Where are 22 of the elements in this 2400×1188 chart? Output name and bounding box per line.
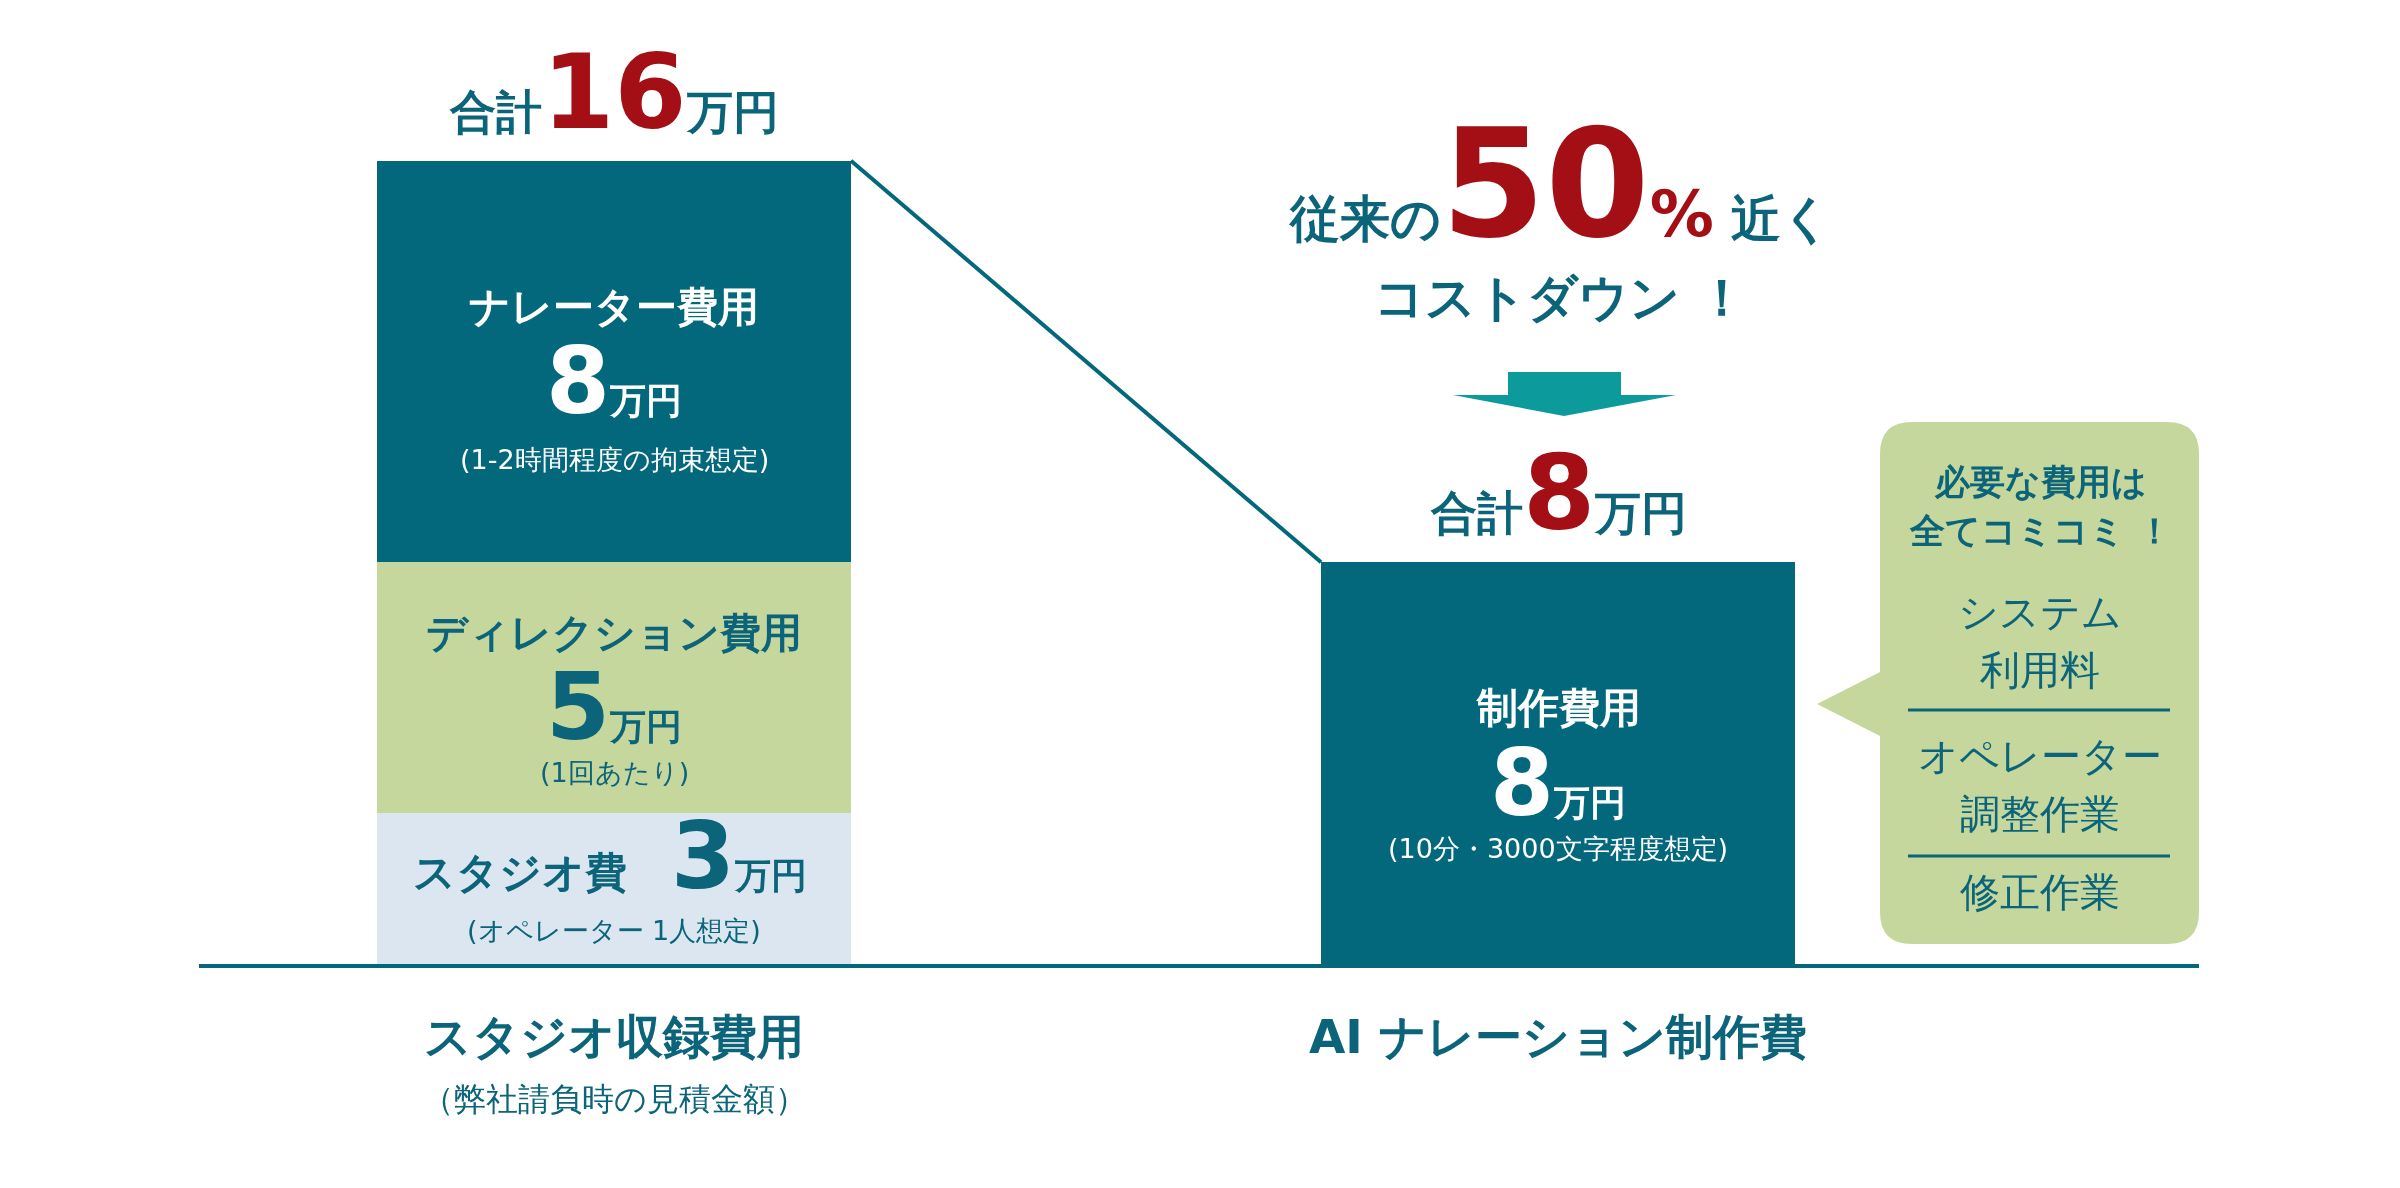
annotation: (10分・3000文字程度想定) (1388, 833, 1729, 864)
series-label: スタジオ費 (413, 848, 627, 897)
annotation: 調整作業 (1960, 791, 2120, 837)
series-label: 制作費用 (1476, 684, 1641, 732)
annotation: システム (1958, 589, 2122, 635)
data-label: 3万円 (671, 803, 808, 910)
total-label: 合計16万円 (449, 31, 779, 153)
data-label: 8万円 (546, 328, 683, 435)
text: （弊社請負時の見積金額） (422, 1080, 807, 1118)
x-tick-label: スタジオ収録費用 (424, 1009, 804, 1065)
annotation: オペレーター (1918, 733, 2162, 779)
total-label: 合計8万円 (1430, 432, 1688, 554)
annotation: 利用料 (1980, 647, 2100, 693)
annotation: (1-2時間程度の拘束想定) (460, 444, 770, 475)
series-label: ナレーター費用 (469, 283, 759, 331)
annotation: コストダウン ！ (1374, 269, 1748, 327)
annotation: 必要な費用は (1934, 462, 2147, 502)
annotation: (オペレーター 1人想定) (467, 915, 761, 946)
x-tick-label: AI ナレーション制作費 (1308, 1009, 1808, 1065)
series-label: ディレクション費用 (426, 609, 802, 657)
annotation: 全てコミコミ ！ (1909, 511, 2173, 551)
annotation: 修正作業 (1960, 869, 2120, 915)
